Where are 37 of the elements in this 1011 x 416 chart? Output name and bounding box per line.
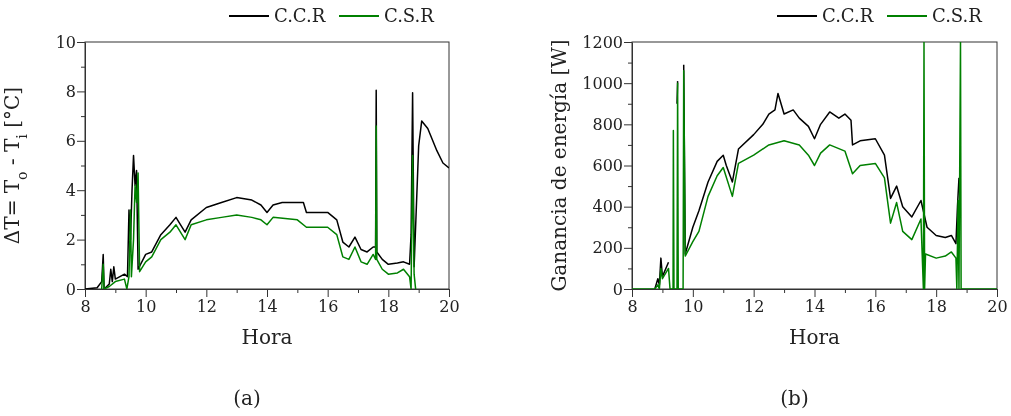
x-tick-label: 10: [135, 297, 157, 317]
legend-label: C.C.R: [274, 5, 326, 27]
x-tick-label: 20: [439, 297, 460, 317]
y-axis-title: Ganancia de energía [W]: [547, 39, 571, 292]
x-tick-label: 16: [317, 297, 339, 317]
y-tick-label: 2: [65, 230, 76, 250]
y-tick-label: 800: [592, 114, 623, 134]
x-tick-label: 12: [196, 297, 218, 317]
y-tick-label: 0: [612, 279, 623, 299]
y-tick-label: 1200: [582, 32, 623, 52]
x-tick-label: 16: [865, 297, 887, 317]
y-tick-label: 4: [65, 180, 76, 200]
text: (b): [780, 386, 809, 410]
y-tick-label: 200: [592, 238, 623, 258]
legend-label: C.C.R: [822, 5, 874, 27]
x-tick-label: 8: [627, 297, 638, 317]
legend-label: C.S.R: [932, 5, 983, 27]
x-tick-label: 10: [683, 297, 704, 317]
text: (a): [233, 386, 261, 410]
line-series: [100, 125, 417, 289]
y-tick-label: 10: [55, 32, 76, 52]
y-tick-label: 0: [65, 279, 76, 299]
x-axis-title: Hora: [789, 325, 841, 349]
y-tick-label: 6: [65, 131, 76, 151]
x-tick-label: 14: [257, 297, 278, 317]
legend-label: C.S.R: [384, 5, 435, 27]
y-tick-label: 600: [592, 156, 623, 176]
x-tick-label: 20: [987, 297, 1008, 317]
x-tick-label: 18: [378, 297, 400, 317]
x-axis-title: Hora: [241, 325, 293, 349]
x-tick-label: 8: [80, 297, 91, 317]
x-tick-label: 14: [804, 297, 826, 317]
x-tick-label: 18: [926, 297, 947, 317]
y-tick-label: 400: [592, 197, 623, 217]
x-tick-label: 12: [743, 297, 765, 317]
y-tick-label: 1000: [582, 73, 623, 93]
y-tick-label: 8: [65, 82, 76, 102]
